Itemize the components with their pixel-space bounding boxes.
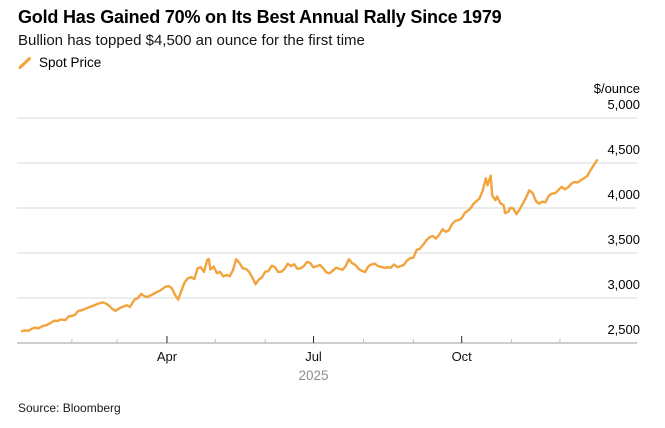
spot-price-line: [20, 159, 599, 333]
y-axis-label-2500: 2,500: [607, 322, 640, 337]
y-axis-label-4000: 4,000: [607, 187, 640, 202]
source-note: Source: Bloomberg: [18, 401, 121, 415]
y-axis-label-5000: 5,000: [607, 97, 640, 112]
y-axis-unit-label: $/ounce: [593, 81, 640, 96]
x-axis-year-label: 2025: [298, 368, 329, 383]
spot-price-slash-icon: [18, 56, 31, 69]
x-axis-label-jul: Jul: [305, 349, 322, 364]
x-axis-label-apr: Apr: [156, 349, 178, 364]
legend-item-spot-price: Spot Price: [39, 55, 102, 70]
chart-subtitle: Bullion has topped $4,500 an ounce for t…: [18, 32, 365, 49]
y-axis-label-4500: 4,500: [607, 142, 640, 157]
y-axis-label-3000: 3,000: [607, 277, 640, 292]
legend: Spot Price: [18, 55, 101, 70]
y-axis-label-3500: 3,500: [607, 232, 640, 247]
x-axis-label-oct: Oct: [451, 349, 472, 364]
chart-title: Gold Has Gained 70% on Its Best Annual R…: [18, 7, 502, 27]
